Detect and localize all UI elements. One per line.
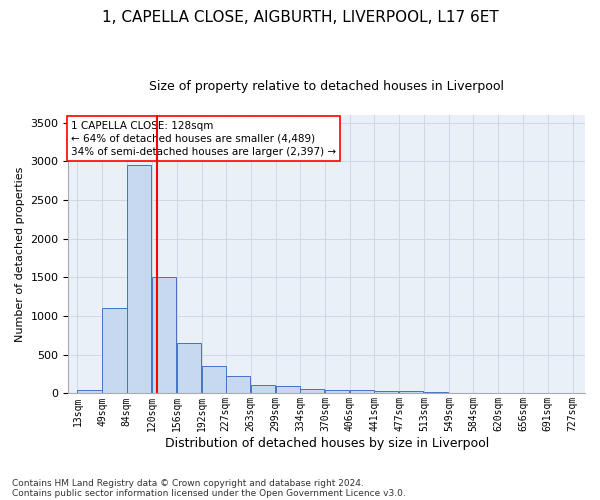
Bar [176,343,201,394]
Title: Size of property relative to detached houses in Liverpool: Size of property relative to detached ho… [149,80,504,93]
Bar [276,386,300,394]
Bar [374,391,398,394]
Bar [399,392,424,394]
Bar [77,390,101,394]
Text: Contains public sector information licensed under the Open Government Licence v3: Contains public sector information licen… [12,488,406,498]
Text: 1, CAPELLA CLOSE, AIGBURTH, LIVERPOOL, L17 6ET: 1, CAPELLA CLOSE, AIGBURTH, LIVERPOOL, L… [101,10,499,25]
Bar [300,389,324,394]
Y-axis label: Number of detached properties: Number of detached properties [15,166,25,342]
Bar [152,278,176,394]
Bar [325,390,349,394]
Bar [449,392,473,394]
Bar [103,308,127,394]
Bar [424,392,448,394]
X-axis label: Distribution of detached houses by size in Liverpool: Distribution of detached houses by size … [164,437,489,450]
Text: Contains HM Land Registry data © Crown copyright and database right 2024.: Contains HM Land Registry data © Crown c… [12,478,364,488]
Bar [202,366,226,394]
Bar [350,390,374,394]
Bar [127,166,151,394]
Bar [251,385,275,394]
Bar [226,376,250,394]
Text: 1 CAPELLA CLOSE: 128sqm
← 64% of detached houses are smaller (4,489)
34% of semi: 1 CAPELLA CLOSE: 128sqm ← 64% of detache… [71,120,336,157]
